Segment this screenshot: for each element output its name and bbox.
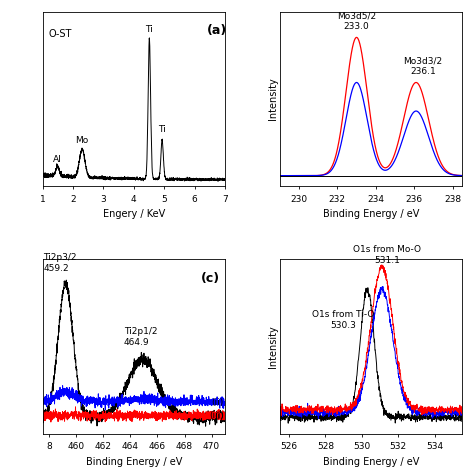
Text: (iii): (iii) (209, 411, 224, 420)
Text: Ti2p3/2
459.2: Ti2p3/2 459.2 (43, 253, 77, 273)
Text: (i): (i) (214, 412, 224, 421)
Text: Mo3d3/2
236.1: Mo3d3/2 236.1 (403, 56, 442, 76)
Y-axis label: Intensity: Intensity (268, 78, 278, 120)
Text: Al: Al (53, 155, 62, 164)
Text: Ti: Ti (146, 25, 153, 34)
Text: O1s from Mo-O
531.1: O1s from Mo-O 531.1 (354, 246, 421, 265)
Text: (c): (c) (201, 272, 220, 284)
X-axis label: Engery / KeV: Engery / KeV (103, 209, 165, 219)
Text: O1s from Ti-O
530.3: O1s from Ti-O 530.3 (312, 310, 375, 329)
Text: Ti2p1/2
464.9: Ti2p1/2 464.9 (124, 327, 157, 347)
X-axis label: Binding Energy / eV: Binding Energy / eV (323, 456, 419, 466)
X-axis label: Binding Energy / eV: Binding Energy / eV (323, 209, 419, 219)
Y-axis label: Intensity: Intensity (268, 325, 278, 368)
Text: Ti: Ti (158, 125, 166, 134)
Text: Mo3d5/2
233.0: Mo3d5/2 233.0 (337, 11, 376, 31)
X-axis label: Binding Energy / eV: Binding Energy / eV (86, 456, 182, 466)
Text: (ii): (ii) (211, 399, 224, 408)
Text: (a): (a) (207, 24, 227, 37)
Text: Mo: Mo (75, 137, 89, 146)
Text: O-ST: O-ST (48, 29, 72, 39)
